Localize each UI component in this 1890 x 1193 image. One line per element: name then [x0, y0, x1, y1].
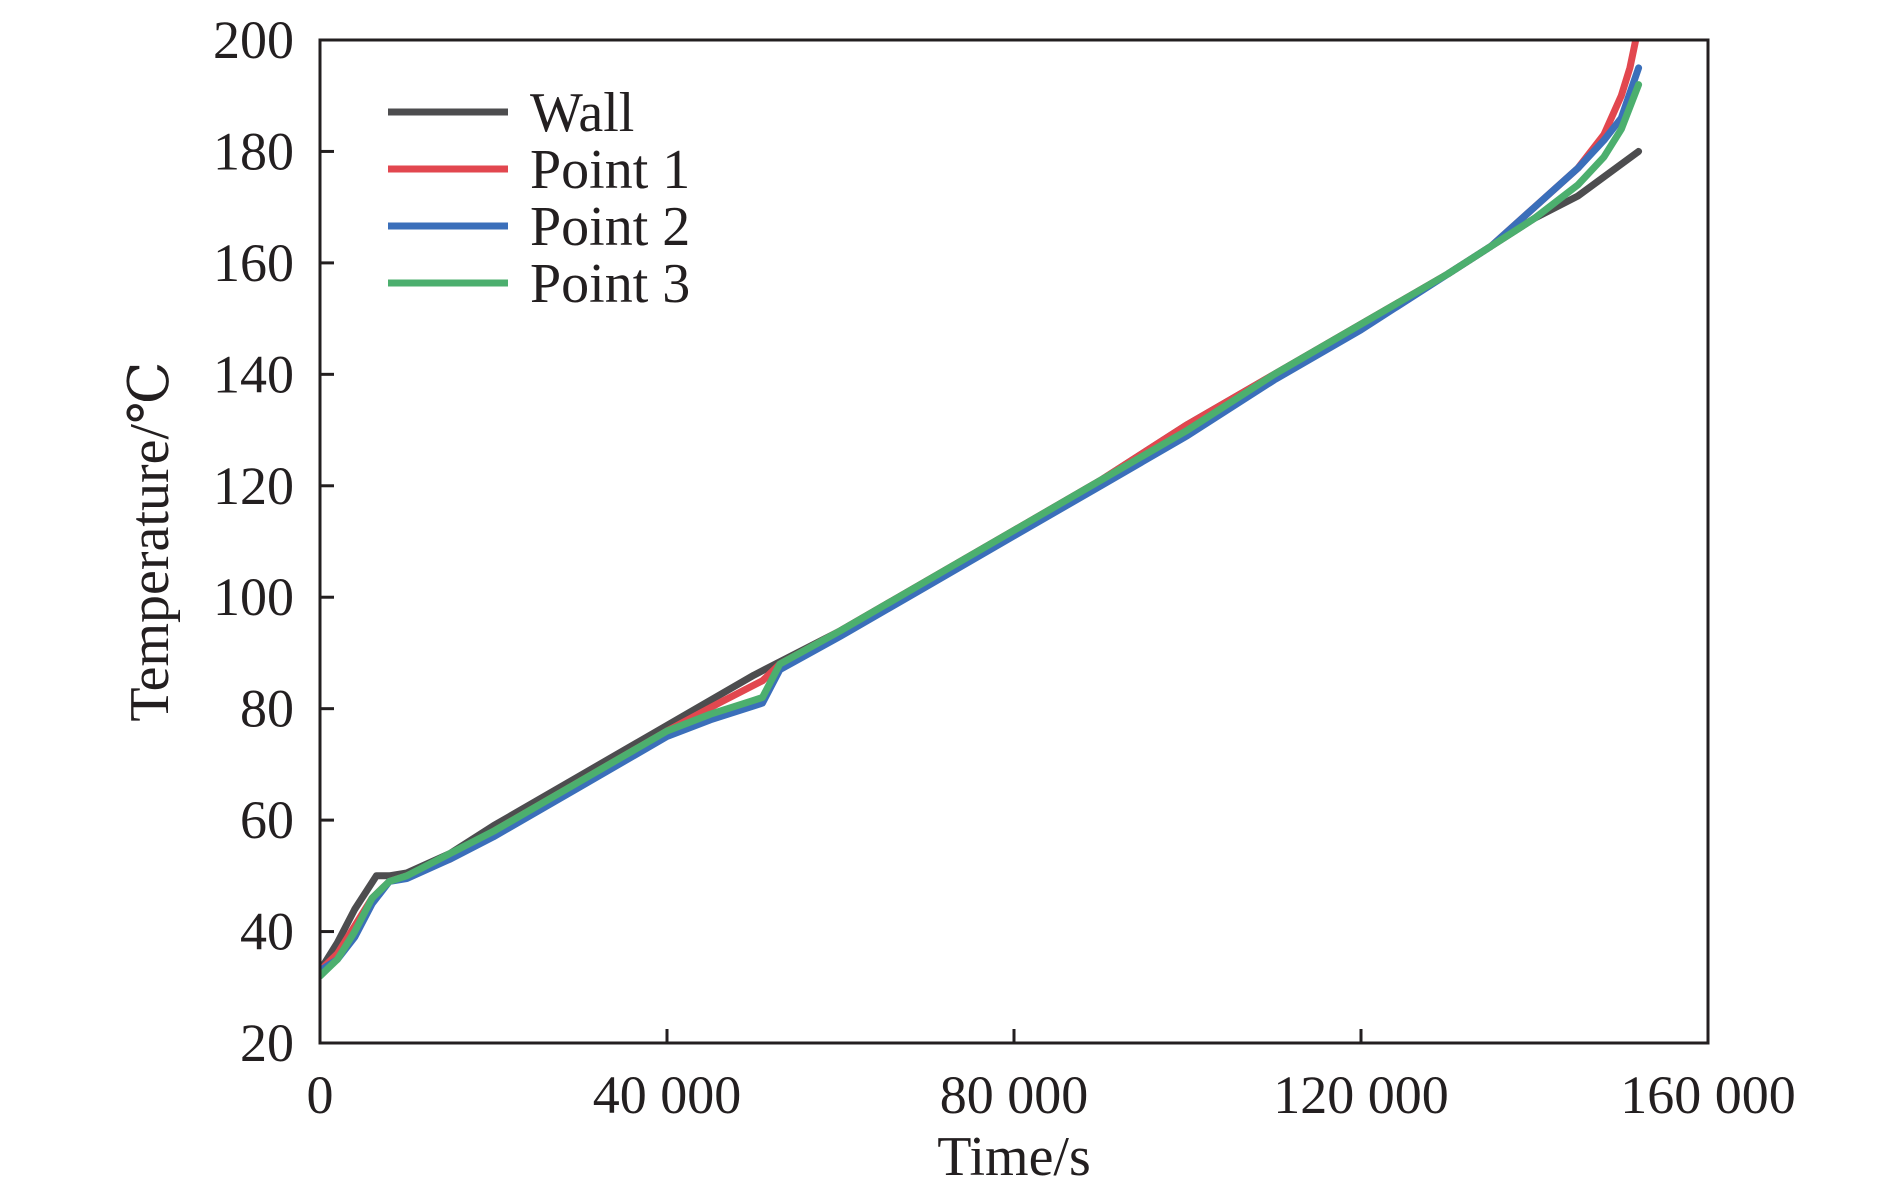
y-tick-label: 180: [213, 121, 294, 181]
y-tick-label: 80: [240, 679, 294, 739]
y-tick-label: 200: [213, 10, 294, 70]
y-tick-label: 160: [213, 233, 294, 293]
legend-label: Point 3: [530, 253, 690, 315]
series-layer: [320, 40, 1643, 980]
y-tick-label: 100: [213, 567, 294, 627]
y-tick-label: 40: [240, 902, 294, 962]
tick-layer: 0 40 000 80 000 120 000 160 000 20 40 60 80 100 12…: [213, 10, 1796, 1125]
legend-label: Point 1: [530, 139, 690, 201]
y-tick-label: 140: [213, 344, 294, 404]
x-axis-label: Time/s: [937, 1126, 1091, 1188]
legend-item: Point 2: [388, 196, 690, 258]
y-axis-label: Temperature/℃: [119, 361, 181, 721]
x-tick-label: 40 000: [593, 1065, 742, 1125]
legend-label: Wall: [530, 82, 634, 144]
legend-item: Wall: [388, 82, 634, 144]
x-tick-label: 120 000: [1273, 1065, 1449, 1125]
x-tick-label: 80 000: [940, 1065, 1089, 1125]
legend-item: Point 3: [388, 253, 690, 315]
y-tick-label: 60: [240, 790, 294, 850]
x-tick-label: 160 000: [1620, 1065, 1796, 1125]
x-tick-label: 0: [307, 1065, 334, 1125]
y-tick-label: 120: [213, 456, 294, 516]
y-tick-label: 20: [240, 1013, 294, 1073]
legend-label: Point 2: [530, 196, 690, 258]
series-line-4: [320, 81, 1643, 980]
legend-item: Point 1: [388, 139, 690, 201]
